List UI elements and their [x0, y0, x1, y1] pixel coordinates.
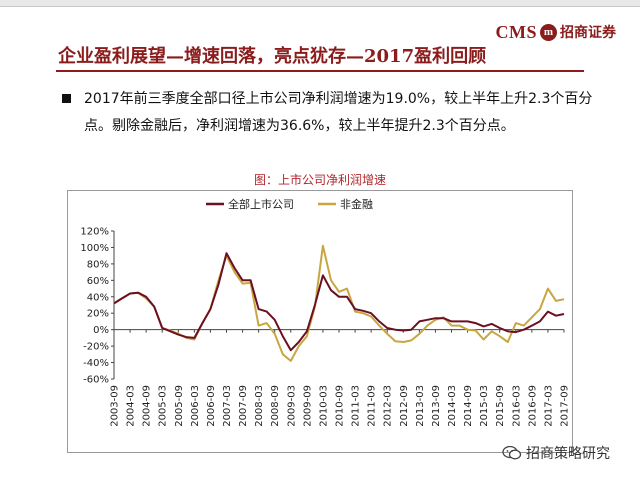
- x-tick-label: 2004-03: [126, 385, 137, 427]
- x-tick-label: 2007-03: [222, 385, 233, 427]
- x-tick-label: 2010-03: [318, 385, 329, 427]
- x-tick-label: 2016-09: [527, 385, 538, 427]
- wechat-icon: [502, 446, 522, 460]
- x-tick-label: 2017-09: [560, 385, 571, 427]
- x-tick-label: 2004-09: [142, 385, 153, 427]
- watermark-text: 招商策略研究: [526, 446, 610, 462]
- x-tick-label: 2003-09: [110, 385, 121, 427]
- y-tick-label: -60%: [83, 375, 109, 386]
- bullet-square-icon: [62, 94, 71, 103]
- x-tick-label: 2005-09: [174, 385, 185, 427]
- chart-frame: 120% 100% 80% 60% 40% 20% 0% -20% -40% -60% 2003-0…: [67, 190, 573, 453]
- x-tick-label: 2013-03: [415, 385, 426, 427]
- watermark: 招商策略研究: [502, 443, 610, 463]
- y-tick-label: 40%: [87, 292, 109, 303]
- logo-mark-icon: m: [540, 23, 557, 41]
- y-tick-label: 20%: [87, 309, 109, 320]
- x-tick-label: 2011-09: [367, 385, 378, 427]
- y-tick-label: 80%: [87, 259, 109, 270]
- x-tick-label: 2014-09: [463, 385, 474, 427]
- series-line-non-financial: [113, 244, 565, 362]
- x-tick-label: 2012-03: [383, 385, 394, 427]
- y-tick-label: -40%: [83, 358, 109, 369]
- y-tick-label: 100%: [80, 243, 109, 254]
- bullet-text: 2017年前三季度全部口径上市公司净利润增速为19.0%，较上半年上升2.3个百…: [84, 91, 593, 134]
- x-tick-label: 2009-03: [286, 385, 297, 427]
- y-tick-label: 60%: [87, 276, 109, 287]
- legend-label-all-companies: 全部上市公司: [228, 197, 294, 211]
- x-tick-label: 2010-09: [335, 385, 346, 427]
- x-tick-label: 2012-09: [399, 385, 410, 427]
- legend-label-non-financial: 非金融: [340, 197, 373, 211]
- x-tick-label: 2015-09: [495, 385, 506, 427]
- x-tick-label: 2006-09: [206, 385, 217, 427]
- x-tick-label: 2008-09: [270, 385, 281, 427]
- logo-text: CMS: [495, 21, 537, 42]
- title-underline: [56, 70, 584, 72]
- company-logo: CMS m 招商证券: [496, 20, 617, 44]
- x-tick-label: 2009-09: [302, 385, 313, 427]
- x-tick-label: 2005-03: [158, 385, 169, 427]
- y-tick-label: -20%: [83, 342, 109, 353]
- x-tick-label: 2011-03: [351, 385, 362, 427]
- x-tick-label: 2017-03: [543, 385, 554, 427]
- slide-title: 企业盈利展望—增速回落，亮点犹存—2017盈利回顾: [58, 46, 487, 67]
- series-line-all-companies: [113, 252, 565, 352]
- x-tick-label: 2006-03: [190, 385, 201, 427]
- y-tick-label: 120%: [80, 227, 109, 238]
- x-tick-label: 2016-03: [511, 385, 522, 427]
- line-chart: 120% 100% 80% 60% 40% 20% 0% -20% -40% -60%2003-0…: [80, 197, 571, 427]
- x-tick-label: 2008-03: [254, 385, 265, 427]
- x-tick-label: 2015-03: [479, 385, 490, 427]
- top-bar: [0, 0, 640, 7]
- x-tick-label: 2007-09: [238, 385, 249, 427]
- y-tick-label: 0%: [93, 325, 109, 336]
- x-tick-label: 2013-09: [431, 385, 442, 427]
- x-tick-label: 2014-03: [447, 385, 458, 427]
- logo-cn-text: 招商证券: [560, 25, 616, 41]
- chart-title: 图：上市公司净利润增速: [253, 173, 386, 187]
